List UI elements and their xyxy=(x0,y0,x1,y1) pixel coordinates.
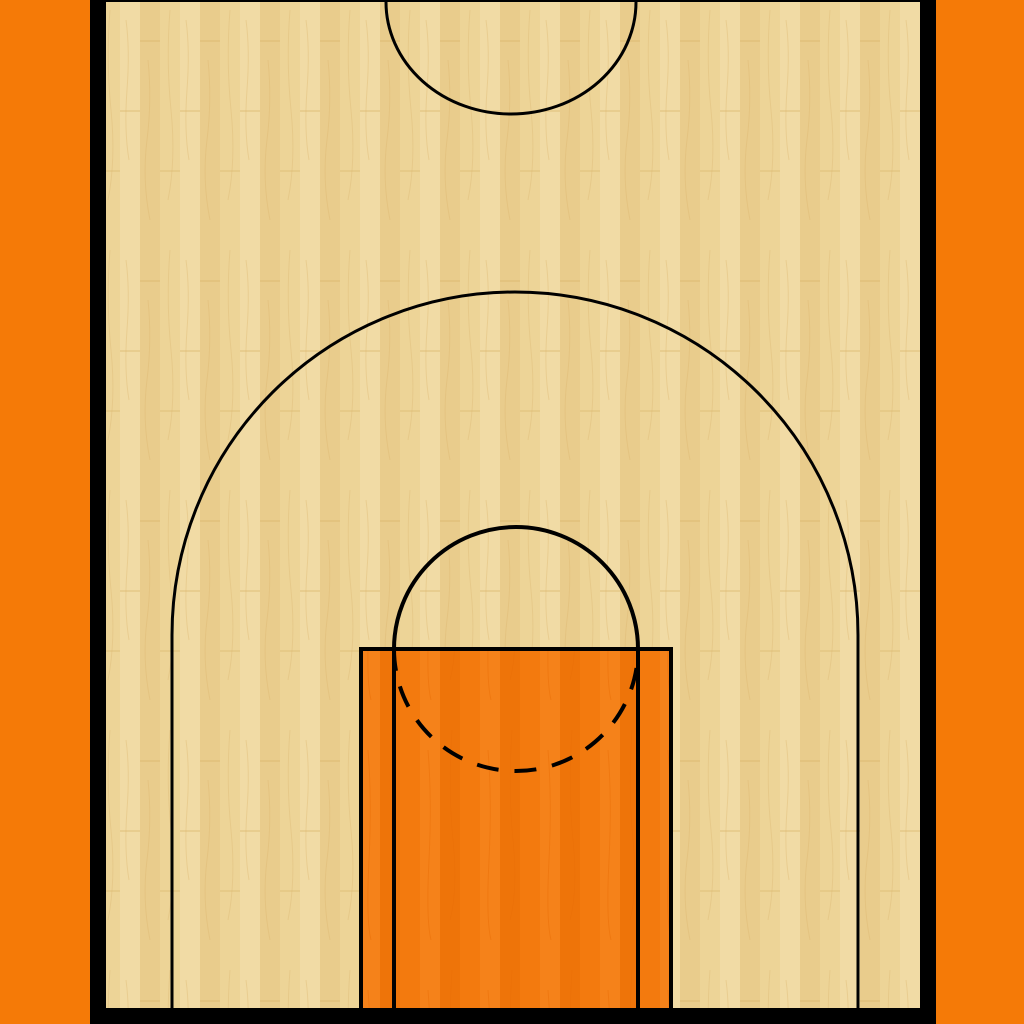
baseline xyxy=(90,1008,936,1024)
free-throw-circle-top xyxy=(392,525,640,650)
center-circle xyxy=(384,1,638,116)
paint-area xyxy=(361,649,671,1008)
free-throw-circle-bottom xyxy=(392,648,640,773)
three-point-line xyxy=(170,290,860,1010)
